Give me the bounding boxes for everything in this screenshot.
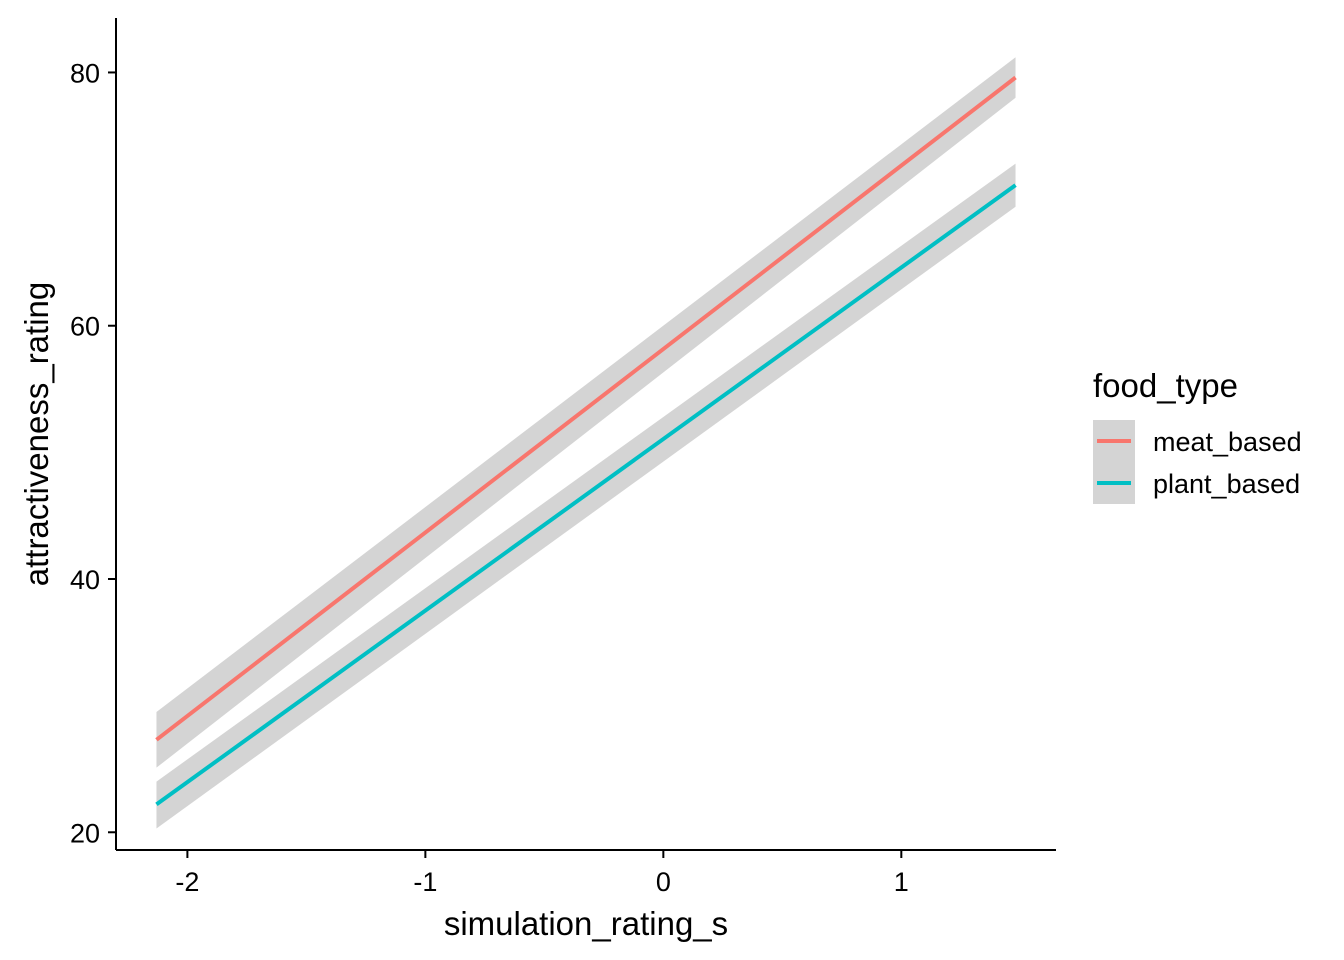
legend-label-plant-based: plant_based (1153, 469, 1300, 499)
y-tick-label: 40 (70, 565, 100, 595)
legend: food_type meat_based plant_based (1093, 367, 1302, 504)
legend-label-meat-based: meat_based (1153, 427, 1302, 457)
x-tick-label: -1 (413, 867, 437, 897)
x-tick-label: -2 (175, 867, 199, 897)
legend-keys (1093, 420, 1135, 504)
x-axis-title: simulation_rating_s (444, 905, 728, 942)
x-tick-label: 0 (656, 867, 671, 897)
y-axis-title: attractiveness_rating (18, 282, 55, 587)
x-axis-ticks: -2 -1 0 1 (175, 850, 909, 897)
line-meat-based (155, 75, 1017, 742)
line-plant-based (155, 183, 1017, 807)
series-lines (155, 75, 1017, 807)
y-tick-label: 80 (70, 58, 100, 88)
y-tick-label: 60 (70, 312, 100, 342)
y-tick-label: 20 (70, 818, 100, 848)
x-tick-label: 1 (894, 867, 909, 897)
ribbon-meat-based (156, 57, 1016, 768)
y-axis-ticks: 20 40 60 80 (70, 58, 116, 848)
legend-title: food_type (1093, 367, 1238, 404)
